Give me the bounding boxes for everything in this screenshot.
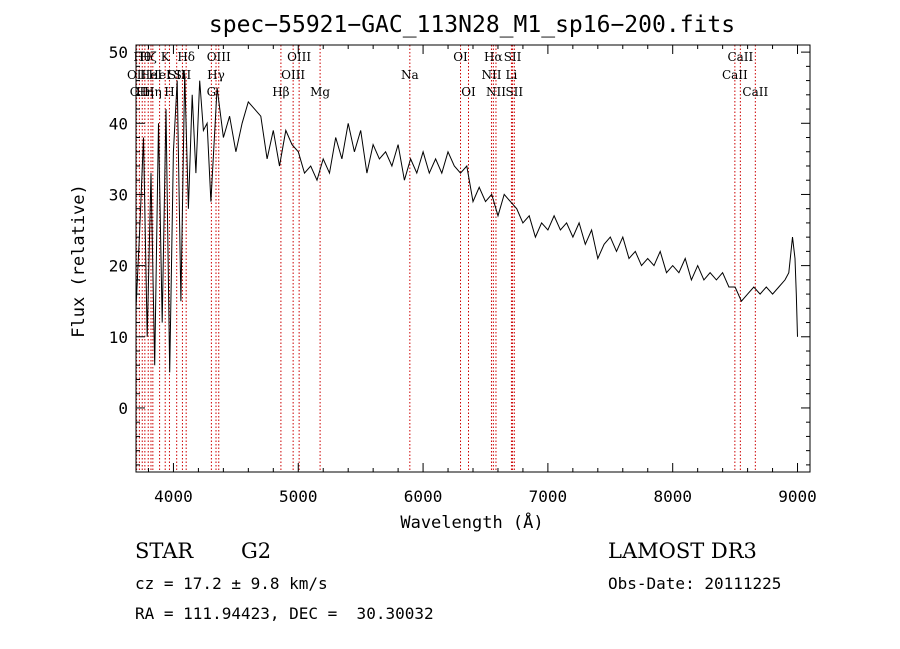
x-axis-ticks: 4000 5000 6000 7000 8000 9000: [147, 45, 817, 506]
x-tick-label-5: 9000: [778, 487, 817, 506]
marker-label-12: Hδ: [177, 50, 195, 64]
marker-label-17: OIII: [281, 68, 305, 82]
marker-label-13: G: [207, 85, 217, 99]
redshift-text: cz = 17.2 ± 9.8 km/s: [135, 574, 328, 593]
marker-label-24: Hα: [484, 50, 503, 64]
x-axis-label: Wavelength (Å): [400, 511, 543, 533]
marker-label-3: Hη: [136, 85, 154, 99]
marker-label-6: Hη: [144, 85, 162, 99]
marker-label-25: NII: [486, 85, 506, 99]
marker-label-1: OII: [130, 85, 150, 99]
x-tick-label-2: 6000: [404, 487, 443, 506]
object-type: STAR: [135, 539, 194, 563]
object-subclass: G2: [241, 539, 272, 563]
marker-label-4: Hζ: [140, 50, 157, 64]
y-tick-label-3: 30: [109, 185, 128, 204]
marker-label-0: OII: [127, 68, 147, 82]
survey-name: LAMOST DR3: [608, 539, 757, 563]
marker-label-15: OIII: [207, 50, 231, 64]
marker-label-21: OI: [453, 50, 468, 64]
x-tick-label-0: 4000: [154, 487, 193, 506]
marker-label-30: CaII: [727, 50, 753, 64]
y-tick-label-4: 40: [109, 114, 128, 133]
marker-label-31: CaII: [742, 85, 768, 99]
marker-label-7: HeI: [148, 68, 171, 82]
marker-label-26: Li: [506, 68, 518, 82]
marker-label-19: Mg: [310, 85, 330, 99]
flux-series-line: [135, 73, 798, 373]
marker-label-16: Hβ: [272, 85, 289, 99]
y-tick-label-2: 20: [109, 257, 128, 276]
observation-date: Obs-Date: 20111225: [608, 574, 782, 593]
x-tick-label-1: 5000: [279, 487, 318, 506]
marker-label-23: NII: [481, 68, 501, 82]
x-tick-label-3: 7000: [529, 487, 568, 506]
y-axis-ticks: 0 10 20 30 40 50: [109, 43, 810, 466]
marker-label-9: H: [164, 85, 174, 99]
y-axis-label: Flux (relative): [69, 184, 89, 338]
marker-label-28: SII: [505, 85, 523, 99]
marker-label-18: OIII: [287, 50, 311, 64]
y-tick-label-0: 0: [118, 399, 128, 418]
marker-label-27: SII: [504, 50, 522, 64]
marker-label-14: Hγ: [207, 68, 225, 82]
marker-label-20: Na: [401, 68, 419, 82]
marker-label-2: Hθ: [133, 50, 151, 64]
coordinates-text: RA = 111.94423, DEC = 30.30032: [135, 604, 434, 623]
chart-title: spec−55921−GAC_113N28_M1_sp16−200.fits: [209, 12, 735, 38]
marker-label-29: CaII: [722, 68, 748, 82]
marker-label-11: SII: [174, 68, 192, 82]
y-tick-label-1: 10: [109, 328, 128, 347]
y-tick-label-5: 50: [109, 43, 128, 62]
marker-label-22: OI: [461, 85, 476, 99]
plot-frame: [135, 44, 811, 473]
marker-label-10: SII: [168, 68, 186, 82]
marker-label-8: K: [161, 50, 171, 64]
spectral-line-labels: OIIOIIHθHηHζHeIHηHeIKHSIISIIHδGHγOIIIHβO…: [127, 50, 769, 99]
x-tick-label-4: 8000: [653, 487, 692, 506]
marker-label-5: HeI: [140, 68, 163, 82]
